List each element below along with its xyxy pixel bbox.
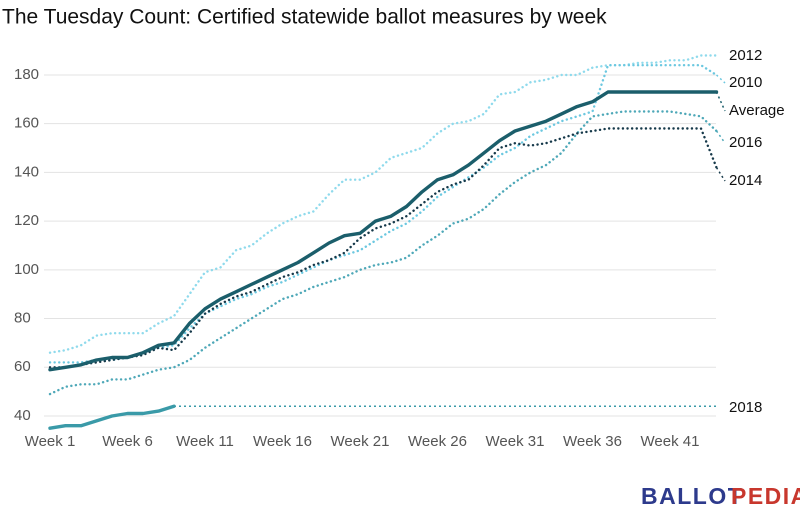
x-tick-label: Week 6 — [102, 433, 153, 450]
x-tick-label: Week 41 — [641, 433, 700, 450]
x-tick-label: Week 1 — [25, 433, 76, 450]
x-tick-label: Week 16 — [253, 433, 312, 450]
series-line — [48, 127, 718, 369]
x-tick-label: Week 31 — [486, 433, 545, 450]
series-label: Average — [729, 102, 785, 119]
y-tick-label: 80 — [14, 310, 31, 327]
y-tick-label: 180 — [14, 66, 39, 83]
label-connector — [715, 167, 726, 182]
y-tick-label: 100 — [14, 261, 39, 278]
series-line — [48, 404, 176, 430]
label-connector — [715, 130, 726, 144]
series-line — [48, 90, 719, 372]
series-label: 2012 — [729, 47, 762, 64]
y-tick-label: 160 — [14, 115, 39, 132]
logo-part: BALLOT — [641, 483, 743, 509]
x-tick-label: Week 36 — [563, 433, 622, 450]
x-tick-label: Week 26 — [408, 433, 467, 450]
series-label: 2010 — [729, 74, 762, 91]
x-tick-label: Week 21 — [331, 433, 390, 450]
chart-title: The Tuesday Count: Certified statewide b… — [2, 6, 607, 29]
y-tick-label: 120 — [14, 212, 39, 229]
series-line — [48, 64, 718, 364]
label-connector — [715, 91, 726, 112]
y-tick-label: 140 — [14, 163, 39, 180]
logo-part: PEDIA — [731, 483, 800, 509]
y-tick-label: 40 — [14, 407, 31, 424]
series-line — [48, 54, 718, 354]
series-line — [48, 110, 718, 396]
series-label: 2018 — [729, 399, 762, 416]
series-label: 2014 — [729, 172, 762, 189]
x-tick-label: Week 11 — [176, 433, 234, 450]
series-label: 2016 — [729, 134, 762, 151]
label-connector — [715, 74, 726, 84]
y-tick-label: 60 — [14, 358, 31, 375]
